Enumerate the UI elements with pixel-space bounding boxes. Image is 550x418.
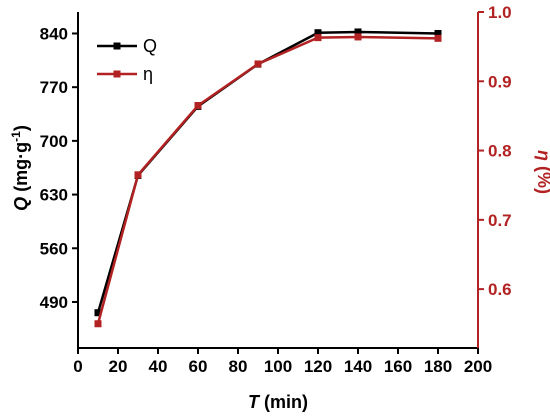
series-eta-point — [254, 60, 262, 68]
y-left-axis-title: Q (mg·g-1) — [9, 125, 31, 211]
y-right-tick-label: 0.7 — [488, 211, 512, 230]
y-left-tick-label: 770 — [40, 78, 68, 97]
x-tick-label: 0 — [73, 357, 82, 376]
series-eta-point — [434, 34, 442, 42]
x-tick-label: 200 — [464, 357, 492, 376]
y-left-tick-label: 490 — [40, 293, 68, 312]
legend-label: η — [143, 64, 153, 84]
y-right-tick-label: 1.0 — [488, 3, 512, 22]
x-tick-label: 180 — [424, 357, 452, 376]
legend-item-q: Q — [97, 36, 157, 56]
series-eta-point — [94, 320, 102, 328]
series-q-point — [354, 28, 362, 36]
series-q-point — [94, 309, 102, 317]
x-axis-title: T (min) — [248, 392, 308, 412]
series-q-point — [314, 29, 322, 37]
x-tick-label: 40 — [149, 357, 168, 376]
series-eta-point — [314, 34, 322, 42]
legend-label: Q — [143, 36, 157, 56]
x-tick-label: 140 — [344, 357, 372, 376]
series-eta-point — [194, 102, 202, 110]
x-tick-label: 160 — [384, 357, 412, 376]
x-tick-label: 20 — [109, 357, 128, 376]
y-left-tick-label: 630 — [40, 186, 68, 205]
legend-marker — [113, 42, 121, 50]
y-right-tick-label: 0.8 — [488, 142, 512, 161]
series-q-point — [434, 29, 442, 37]
series-eta-point — [354, 33, 362, 41]
x-tick-label: 80 — [229, 357, 248, 376]
y-right-tick-label: 0.6 — [488, 280, 512, 299]
y-left-tick-label: 700 — [40, 132, 68, 151]
x-tick-label: 120 — [304, 357, 332, 376]
y-left-tick-label: 840 — [40, 24, 68, 43]
x-tick-label: 100 — [264, 357, 292, 376]
x-tick-label: 60 — [189, 357, 208, 376]
series-eta-point — [134, 171, 142, 179]
legend-marker — [113, 70, 121, 78]
y-right-axis-title: η (%) — [534, 150, 550, 194]
y-left-tick-label: 560 — [40, 239, 68, 258]
y-right-tick-label: 0.9 — [488, 72, 512, 91]
legend-item-eta: η — [97, 64, 153, 84]
